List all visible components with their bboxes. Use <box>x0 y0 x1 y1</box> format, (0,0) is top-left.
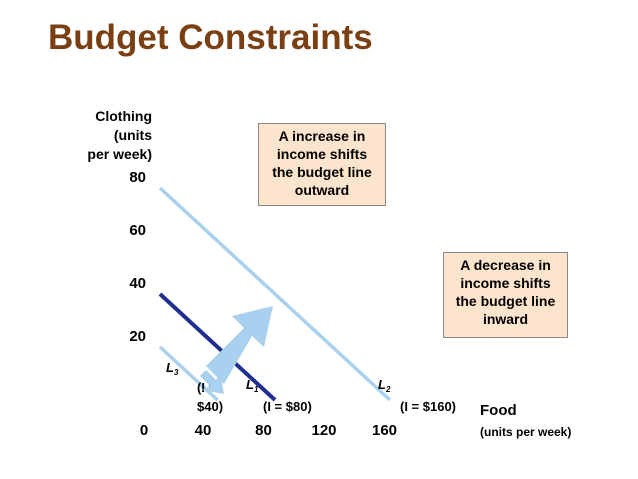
line-label-l3: L3 <box>166 360 179 377</box>
y-tick-label: 80 <box>129 169 146 186</box>
y-axis-label-line-1: Clothing <box>95 108 152 124</box>
x-tick-label: 0 <box>140 422 148 439</box>
x-axis-label-units: (units per week) <box>480 425 572 439</box>
y-axis-label: Clothing (units per week) <box>62 107 152 164</box>
line-label-l1: L1 <box>246 377 259 394</box>
y-tick-label: 20 <box>129 328 146 345</box>
budget-line-l2 <box>158 186 392 402</box>
annotation-decrease-line-1: A decrease in <box>460 257 551 273</box>
page-title: Budget Constraints <box>48 18 373 57</box>
annotation-increase-line-3: the budget line <box>272 164 372 180</box>
outward-arrow <box>206 306 273 384</box>
annotation-decrease-line-4: inward <box>482 311 529 327</box>
y-axis-label-line-2: (units <box>113 127 152 143</box>
y-axis-label-line-3: per week) <box>87 146 152 162</box>
annotation-increase: A increase in income shifts the budget l… <box>258 123 386 206</box>
budget-line-l1 <box>158 292 277 402</box>
annotation-increase-line-1: A increase in <box>278 128 366 144</box>
x-tick-label: 80 <box>255 422 272 439</box>
y-tick-label: 60 <box>129 222 146 239</box>
x-axis-label-title: Food <box>480 402 517 419</box>
annotation-decrease-line-3: the budget line <box>455 293 556 309</box>
x-tick-label: 120 <box>311 422 336 439</box>
income-label-l1: (I = $80) <box>263 399 312 414</box>
annotation-decrease: A decrease in income shifts the budget l… <box>443 252 568 338</box>
annotation-increase-line-4: outward <box>294 182 350 198</box>
annotation-increase-line-2: income shifts <box>276 146 368 162</box>
income-label-l2: (I = $160) <box>400 399 456 414</box>
x-tick-label: 160 <box>372 422 397 439</box>
income-label-l3: $40) <box>197 399 223 414</box>
inward-arrow <box>200 370 224 394</box>
budget-line-l3 <box>158 345 219 402</box>
y-tick-label: 40 <box>129 275 146 292</box>
x-tick-label: 40 <box>195 422 212 439</box>
annotation-decrease-line-2: income shifts <box>460 275 551 291</box>
line-label-l2: L2 <box>378 377 391 394</box>
x-axis-label: Food (units per week) <box>480 402 571 439</box>
